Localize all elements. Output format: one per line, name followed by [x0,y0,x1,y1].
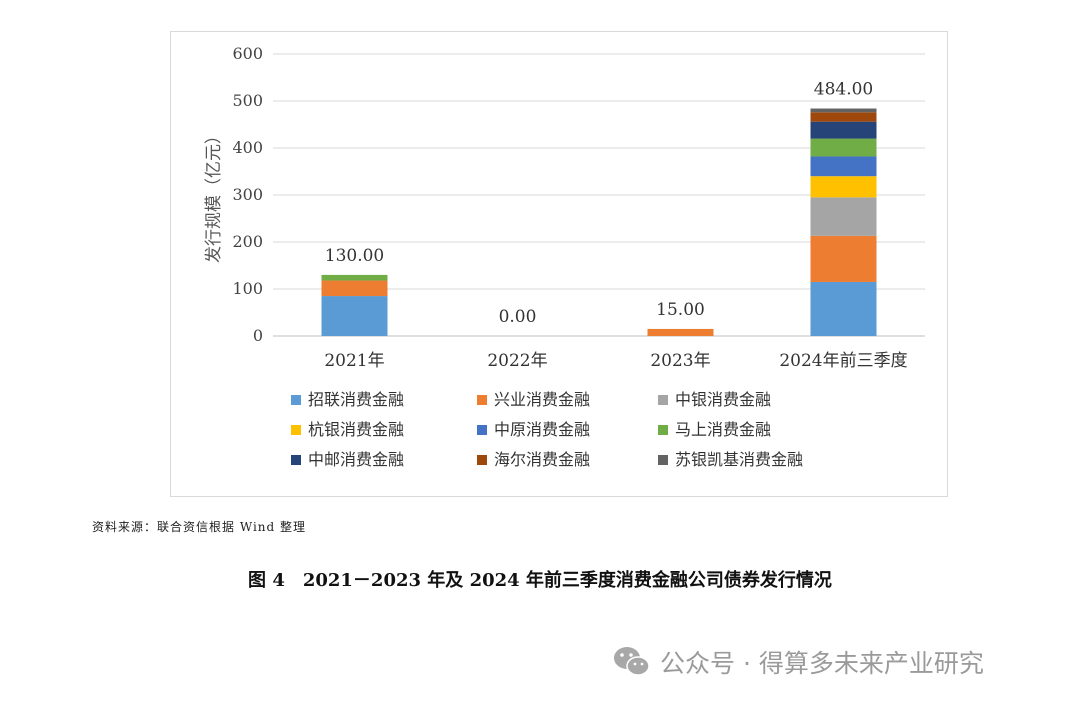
y-tick-label: 500 [232,91,263,110]
bar-3-series-4 [810,156,877,177]
legend-swatch [658,455,668,465]
legend-label: 海尔消费金融 [494,450,590,469]
y-tick-label: 600 [232,44,263,63]
bar-0-series-1 [321,280,388,297]
bar-2-series-1 [647,328,714,336]
x-category-label: 2023年 [650,351,710,371]
legend-swatch [658,395,668,405]
legend-label: 兴业消费金融 [494,390,590,409]
legend-label: 中银消费金融 [675,390,771,409]
x-category-label: 2021年 [324,351,384,371]
legend-swatch [291,425,301,435]
watermark: 公众号 · 得算多未来产业研究 [612,644,984,680]
bar-3-series-2 [810,197,877,236]
legend-label: 中邮消费金融 [308,450,404,469]
bar-0-series-5 [321,274,388,281]
figure-caption: 图 4 2021－2023 年及 2024 年前三季度消费金融公司债券发行情况 [248,570,832,591]
bar-3-series-7 [810,112,877,122]
bar-3-series-0 [810,281,877,336]
bar-3-series-3 [810,176,877,198]
chart-frame: 0 100 200 300 400 500 600 发行规模（亿元） 130.00 2021年 0.… [170,31,948,497]
wechat-icon [614,647,650,676]
stacked-bar-chart: 0 100 200 300 400 500 600 发行规模（亿元） 130.00 2021年 0.… [204,44,925,469]
y-tick-label: 200 [232,232,263,251]
watermark-text: 公众号 · 得算多未来产业研究 [660,649,984,678]
y-tick-label: 400 [232,138,263,157]
legend-label: 中原消费金融 [494,420,590,439]
y-tick-label: 300 [232,185,263,204]
legend-label: 招联消费金融 [308,390,404,409]
bar-3-series-8 [810,108,877,113]
legend-label: 杭银消费金融 [308,420,404,439]
source-note: 资料来源：联合资信根据 Wind 整理 [92,520,307,534]
legend-swatch [291,455,301,465]
data-label-total: 0.00 [499,307,537,327]
bar-3-series-1 [810,235,877,282]
legend-swatch [477,395,487,405]
legend-swatch [291,395,301,405]
legend-swatch [477,425,487,435]
x-category-label: 2022年 [487,351,547,371]
y-tick-label: 0 [253,326,263,345]
data-label-total: 130.00 [325,246,384,266]
data-label-total: 15.00 [656,300,705,320]
y-tick-label: 100 [232,279,263,298]
bar-0-series-0 [321,296,388,336]
bar-3-series-6 [810,121,877,139]
y-axis-label: 发行规模（亿元） [204,127,224,263]
legend-swatch [658,425,668,435]
legend-swatch [477,455,487,465]
legend-label: 马上消费金融 [675,420,771,439]
data-label-total: 484.00 [814,80,873,100]
x-category-label: 2024年前三季度 [779,351,907,371]
legend-label: 苏银凯基消费金融 [675,450,803,469]
bar-3-series-5 [810,138,877,157]
